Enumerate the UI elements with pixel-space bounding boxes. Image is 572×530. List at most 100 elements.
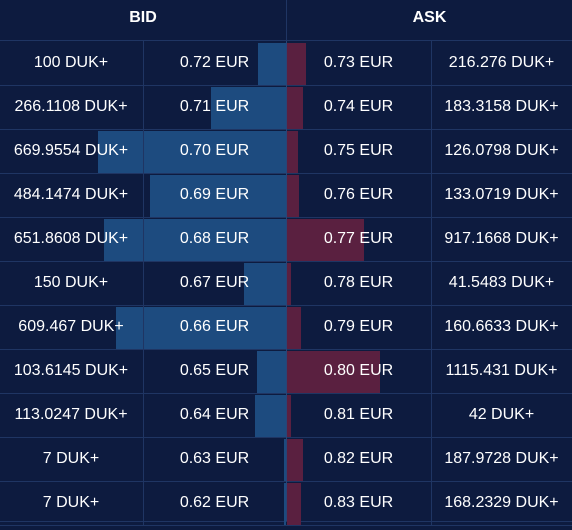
ask-quantity: 216.276 DUK+ (448, 54, 555, 71)
column-divider (143, 41, 144, 85)
bid-depth-bar (211, 87, 286, 129)
bid-price: 0.67 EUR (179, 274, 250, 291)
column-divider (143, 349, 144, 393)
bid-quantity: 100 DUK+ (33, 54, 109, 71)
bid-quantity: 266.1108 DUK+ (14, 98, 128, 115)
bid-depth-bar (284, 483, 286, 525)
ask-depth-bar (287, 263, 291, 305)
ask-depth-bar (287, 395, 291, 437)
bid-quantity: 609.467 DUK+ (18, 318, 124, 335)
bid-depth-bar (116, 307, 286, 349)
column-divider (431, 41, 432, 85)
ask-column-header: ASK (412, 9, 447, 26)
bid-quantity: 113.0247 DUK+ (14, 406, 128, 423)
ask-depth-bar (287, 483, 301, 525)
ask-depth-bar (287, 175, 299, 217)
column-divider (431, 173, 432, 217)
bottom-border (0, 521, 572, 522)
header-divider (286, 0, 287, 40)
column-divider (143, 305, 144, 349)
ask-depth-bar (287, 351, 380, 393)
bid-price: 0.65 EUR (179, 362, 250, 379)
column-divider (431, 305, 432, 349)
ask-price: 0.76 EUR (323, 186, 394, 203)
ask-quantity: 1115.431 DUK+ (445, 362, 558, 379)
column-divider (143, 437, 144, 481)
ask-price: 0.81 EUR (323, 406, 394, 423)
bid-quantity: 103.6145 DUK+ (13, 362, 129, 379)
order-book-row[interactable]: 7 DUK+ 0.63 EUR 0.82 EUR 187.9728 DUK+ (0, 437, 572, 482)
ask-quantity: 183.3158 DUK+ (444, 98, 559, 115)
column-divider (431, 85, 432, 129)
ask-quantity: 168.2329 DUK+ (444, 494, 559, 511)
column-divider (431, 481, 432, 525)
order-book-row[interactable]: 669.9554 DUK+ 0.70 EUR 0.75 EUR 126.0798 DU… (0, 129, 572, 174)
bid-price: 0.63 EUR (179, 450, 250, 467)
column-divider (431, 349, 432, 393)
order-book-header: BID ASK (0, 0, 572, 41)
bid-depth-bar (244, 263, 286, 305)
order-book-row[interactable]: 100 DUK+ 0.72 EUR 0.73 EUR 216.276 DUK+ (0, 41, 572, 86)
column-divider (143, 85, 144, 129)
ask-price: 0.79 EUR (323, 318, 394, 335)
ask-price: 0.82 EUR (323, 450, 394, 467)
column-divider (143, 173, 144, 217)
bid-quantity: 484.1474 DUK+ (13, 186, 129, 203)
column-divider (143, 129, 144, 173)
order-book-row[interactable]: 484.1474 DUK+ 0.69 EUR 0.76 EUR 133.0719 DU… (0, 173, 572, 218)
column-divider (143, 393, 144, 437)
column-divider (431, 393, 432, 437)
bid-column-header: BID (129, 9, 157, 26)
order-book-row[interactable]: 651.8608 DUK+ 0.68 EUR 0.77 EUR 917.1668 DU… (0, 217, 572, 262)
column-divider (431, 261, 432, 305)
order-book-row[interactable]: 103.6145 DUK+ 0.65 EUR 0.80 EUR 1115.431 DU… (0, 349, 572, 394)
spread-divider (286, 41, 287, 521)
bid-depth-bar (284, 439, 286, 481)
bid-price: 0.62 EUR (179, 494, 250, 511)
ask-price: 0.78 EUR (323, 274, 394, 291)
bid-price: 0.68 EUR (179, 230, 250, 247)
ask-depth-bar (287, 131, 298, 173)
order-book-row[interactable]: 150 DUK+ 0.67 EUR 0.78 EUR 41.5483 DUK+ (0, 261, 572, 306)
ask-depth-bar (287, 87, 303, 129)
ask-quantity: 133.0719 DUK+ (444, 186, 559, 203)
ask-quantity: 187.9728 DUK+ (444, 450, 559, 467)
ask-quantity: 42 DUK+ (468, 406, 535, 423)
ask-price: 0.77 EUR (323, 230, 394, 247)
ask-quantity: 41.5483 DUK+ (448, 274, 555, 291)
ask-quantity: 917.1668 DUK+ (444, 230, 559, 247)
ask-quantity: 160.6633 DUK+ (444, 318, 559, 335)
ask-depth-bar (287, 307, 301, 349)
ask-price: 0.80 EUR (323, 362, 394, 379)
bid-depth-bar (255, 395, 286, 437)
bid-depth-bar (150, 175, 286, 217)
order-book-row[interactable]: 7 DUK+ 0.62 EUR 0.83 EUR 168.2329 DUK+ (0, 481, 572, 526)
column-divider (431, 217, 432, 261)
bid-price: 0.72 EUR (179, 54, 250, 71)
bid-depth-bar (104, 219, 286, 261)
bid-price: 0.64 EUR (179, 406, 250, 423)
bid-depth-bar (258, 43, 286, 85)
ask-price: 0.73 EUR (323, 54, 394, 71)
column-divider (143, 261, 144, 305)
column-divider (143, 481, 144, 525)
bid-depth-bar (98, 131, 286, 173)
bid-quantity: 150 DUK+ (33, 274, 109, 291)
column-divider (431, 437, 432, 481)
ask-price: 0.75 EUR (323, 142, 394, 159)
bid-depth-bar (257, 351, 286, 393)
ask-depth-bar (287, 43, 306, 85)
ask-depth-bar (287, 439, 303, 481)
bid-quantity: 7 DUK+ (42, 450, 100, 467)
bid-price: 0.66 EUR (179, 318, 250, 335)
column-divider (143, 217, 144, 261)
ask-quantity: 126.0798 DUK+ (444, 142, 559, 159)
bid-quantity: 7 DUK+ (42, 494, 100, 511)
ask-price: 0.83 EUR (323, 494, 394, 511)
bid-price: 0.71 EUR (179, 98, 250, 115)
column-divider (431, 129, 432, 173)
bid-quantity: 669.9554 DUK+ (13, 142, 129, 159)
ask-price: 0.74 EUR (323, 98, 394, 115)
bid-quantity: 651.8608 DUK+ (13, 230, 129, 247)
